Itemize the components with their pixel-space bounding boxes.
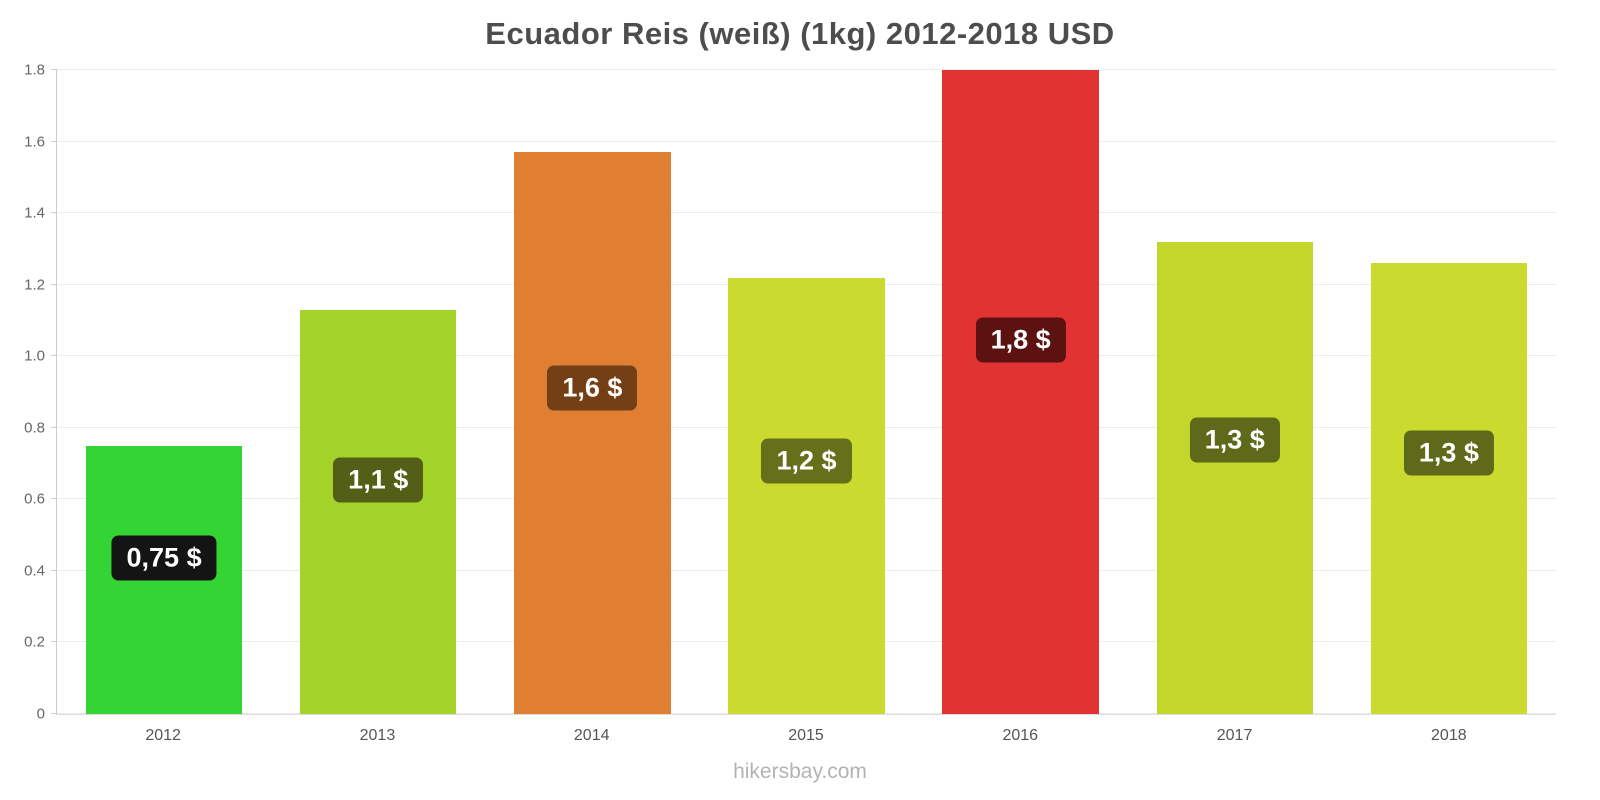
bar-value-label-2016: 1,8 $ xyxy=(975,317,1066,363)
y-tick-label: 0.8 xyxy=(24,419,45,437)
x-label-2015: 2015 xyxy=(788,727,824,744)
bar-group-2013: 1,1 $ xyxy=(271,70,485,714)
y-tick-mark xyxy=(51,69,57,70)
bar-2016: 1,8 $ xyxy=(942,70,1099,714)
y-tick-mark xyxy=(51,713,57,714)
bar-value-label-2013: 1,1 $ xyxy=(333,457,424,503)
y-tick-mark xyxy=(51,212,57,214)
y-tick-label: 1.8 xyxy=(24,61,45,79)
bar-group-2015: 1,2 $ xyxy=(699,70,913,714)
bar-group-2018: 1,3 $ xyxy=(1342,70,1556,714)
y-tick-mark xyxy=(51,140,57,142)
y-tick-mark xyxy=(51,569,57,571)
x-label-2012: 2012 xyxy=(145,727,181,744)
y-tick-label: 1.6 xyxy=(24,133,45,151)
bar-2017: 1,3 $ xyxy=(1156,241,1313,714)
y-tick-label: 0.4 xyxy=(24,562,45,580)
gridline xyxy=(57,140,1556,142)
gridline xyxy=(57,69,1556,70)
x-label-2017: 2017 xyxy=(1216,727,1253,744)
bar-value-label-2017: 1,3 $ xyxy=(1189,417,1280,463)
y-tick-mark xyxy=(51,426,57,428)
gridline xyxy=(57,212,1556,214)
bar-group-2014: 1,6 $ xyxy=(485,70,699,714)
y-tick-mark xyxy=(51,641,57,643)
y-tick-mark xyxy=(51,355,57,357)
chart-title: Ecuador Reis (weiß) (1kg) 2012-2018 USD xyxy=(485,16,1115,51)
x-label-2013: 2013 xyxy=(359,727,396,744)
bar-value-label-2012: 0,75 $ xyxy=(111,535,217,581)
x-label-2016: 2016 xyxy=(1002,727,1039,744)
bar-group-2016: 1,8 $ xyxy=(914,70,1128,714)
y-tick-label: 1.0 xyxy=(24,347,45,365)
y-tick-mark xyxy=(51,498,57,500)
bars-container: 0,75 $ 1,1 $ 1,6 $ 1,2 $ 1,8 $ xyxy=(57,70,1556,714)
y-tick-mark xyxy=(51,283,57,285)
x-label-2018: 2018 xyxy=(1431,727,1467,744)
x-axis-labels: 2012 2013 2014 2015 2016 2017 2018 xyxy=(56,717,1556,745)
y-tick-label: 0 xyxy=(36,705,45,723)
bar-2015: 1,2 $ xyxy=(728,277,885,714)
y-tick-label: 0.6 xyxy=(24,490,45,508)
bar-group-2012: 0,75 $ xyxy=(57,70,271,714)
bar-value-label-2015: 1,2 $ xyxy=(761,438,852,484)
y-tick-label: 1.4 xyxy=(24,204,45,222)
x-label-2014: 2014 xyxy=(573,727,610,744)
bar-group-2017: 1,3 $ xyxy=(1128,70,1342,714)
bar-2018: 1,3 $ xyxy=(1370,263,1528,714)
bar-2012: 0,75 $ xyxy=(85,445,243,714)
y-tick-label: 1.2 xyxy=(24,276,45,294)
footer-watermark: hikersbay.com xyxy=(733,760,867,783)
bar-2013: 1,1 $ xyxy=(300,309,457,714)
bar-value-label-2018: 1,3 $ xyxy=(1403,430,1494,476)
plot-area: 0,75 $ 1,1 $ 1,6 $ 1,2 $ 1,8 $ xyxy=(24,62,1556,723)
y-tick-label: 0.2 xyxy=(24,633,45,651)
bar-value-label-2014: 1,6 $ xyxy=(547,365,638,411)
bar-2014: 1,6 $ xyxy=(514,152,671,714)
